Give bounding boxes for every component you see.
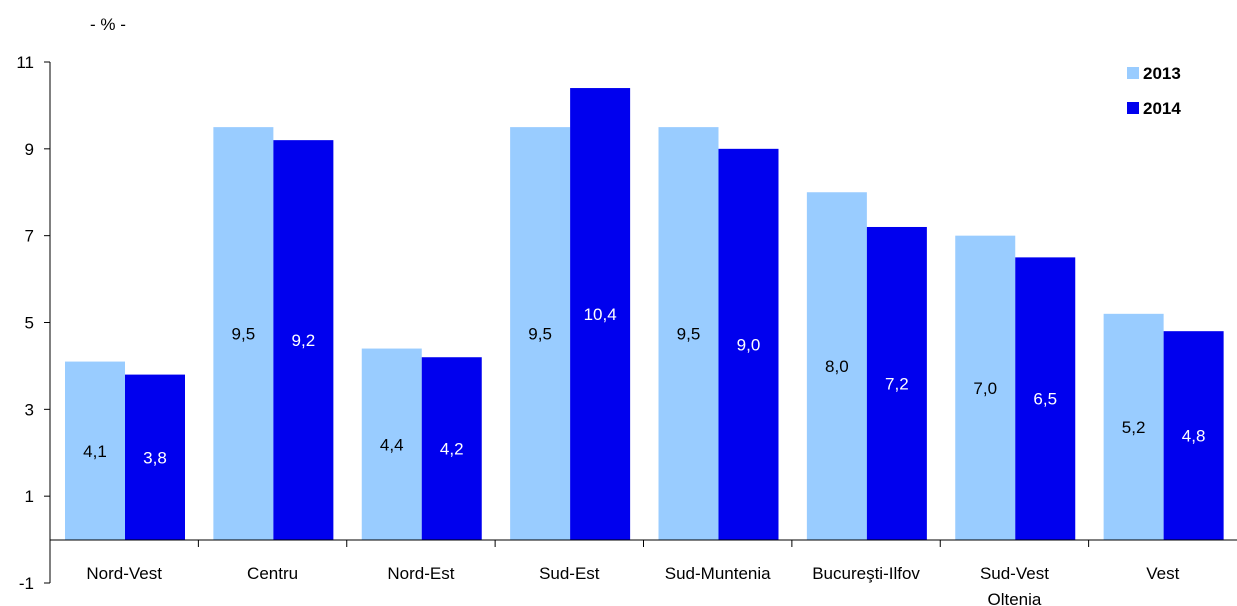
data-label-2013-7: 5,2 [1122, 418, 1146, 437]
data-label-2013-4: 9,5 [677, 325, 701, 344]
data-label-2014-7: 4,8 [1182, 427, 1206, 446]
data-label-2014-3: 10,4 [584, 305, 617, 324]
y-tick-label: 7 [25, 227, 34, 246]
y-tick-label: 11 [16, 53, 34, 72]
x-tick-label: Sud-Vest [980, 564, 1049, 583]
data-label-2014-6: 6,5 [1033, 390, 1057, 409]
legend-swatch-2013 [1127, 67, 1139, 79]
x-tick-label: Vest [1146, 564, 1179, 583]
data-label-2014-0: 3,8 [143, 448, 167, 467]
legend-swatch-2014 [1127, 102, 1139, 114]
data-label-2013-1: 9,5 [232, 325, 256, 344]
bar-2014-7 [1163, 331, 1224, 540]
bar-2013-2 [361, 348, 422, 540]
y-tick-label: -1 [19, 574, 34, 593]
bar-2013-7 [1103, 313, 1164, 540]
legend-label-2013: 2013 [1143, 64, 1181, 83]
bar-2013-0 [65, 361, 125, 540]
y-tick-label: 5 [25, 314, 34, 333]
bar-2013-3 [510, 127, 571, 540]
bar-2013-1 [213, 127, 274, 540]
bar-2013-5 [806, 192, 867, 540]
bar-2014-4 [718, 148, 779, 541]
x-tick-label: Nord-Est [387, 564, 454, 583]
bar-2013-4 [658, 127, 719, 540]
data-label-2013-0: 4,1 [83, 442, 107, 461]
data-label-2014-4: 9,0 [737, 335, 761, 354]
data-label-2014-2: 4,2 [440, 440, 464, 459]
x-tick-label: Sud-Muntenia [665, 564, 771, 583]
bar-2014-5 [866, 226, 927, 540]
x-tick-label: Oltenia [988, 590, 1042, 606]
bar-2014-6 [1015, 257, 1076, 540]
data-label-2014-5: 7,2 [885, 374, 909, 393]
y-tick-label: 9 [25, 140, 34, 159]
x-tick-label: Nord-Vest [86, 564, 162, 583]
legend-label-2014: 2014 [1143, 99, 1181, 118]
data-label-2013-2: 4,4 [380, 435, 404, 454]
data-label-2013-5: 8,0 [825, 357, 849, 376]
bar-2014-0 [125, 374, 185, 540]
unit-label: - % - [90, 15, 126, 34]
bar-2014-1 [273, 140, 334, 540]
y-tick-label: 1 [25, 487, 34, 506]
bar-2014-3 [570, 88, 631, 541]
y-tick-label: 3 [25, 400, 34, 419]
x-tick-label: Bucureşti-Ilfov [812, 564, 920, 583]
x-tick-label: Centru [247, 564, 298, 583]
bar-2013-6 [955, 235, 1016, 540]
data-label-2013-6: 7,0 [973, 379, 997, 398]
data-label-2013-3: 9,5 [528, 325, 552, 344]
bar-2014-2 [421, 357, 482, 540]
data-label-2014-1: 9,2 [292, 331, 316, 350]
x-tick-label: Sud-Est [539, 564, 600, 583]
